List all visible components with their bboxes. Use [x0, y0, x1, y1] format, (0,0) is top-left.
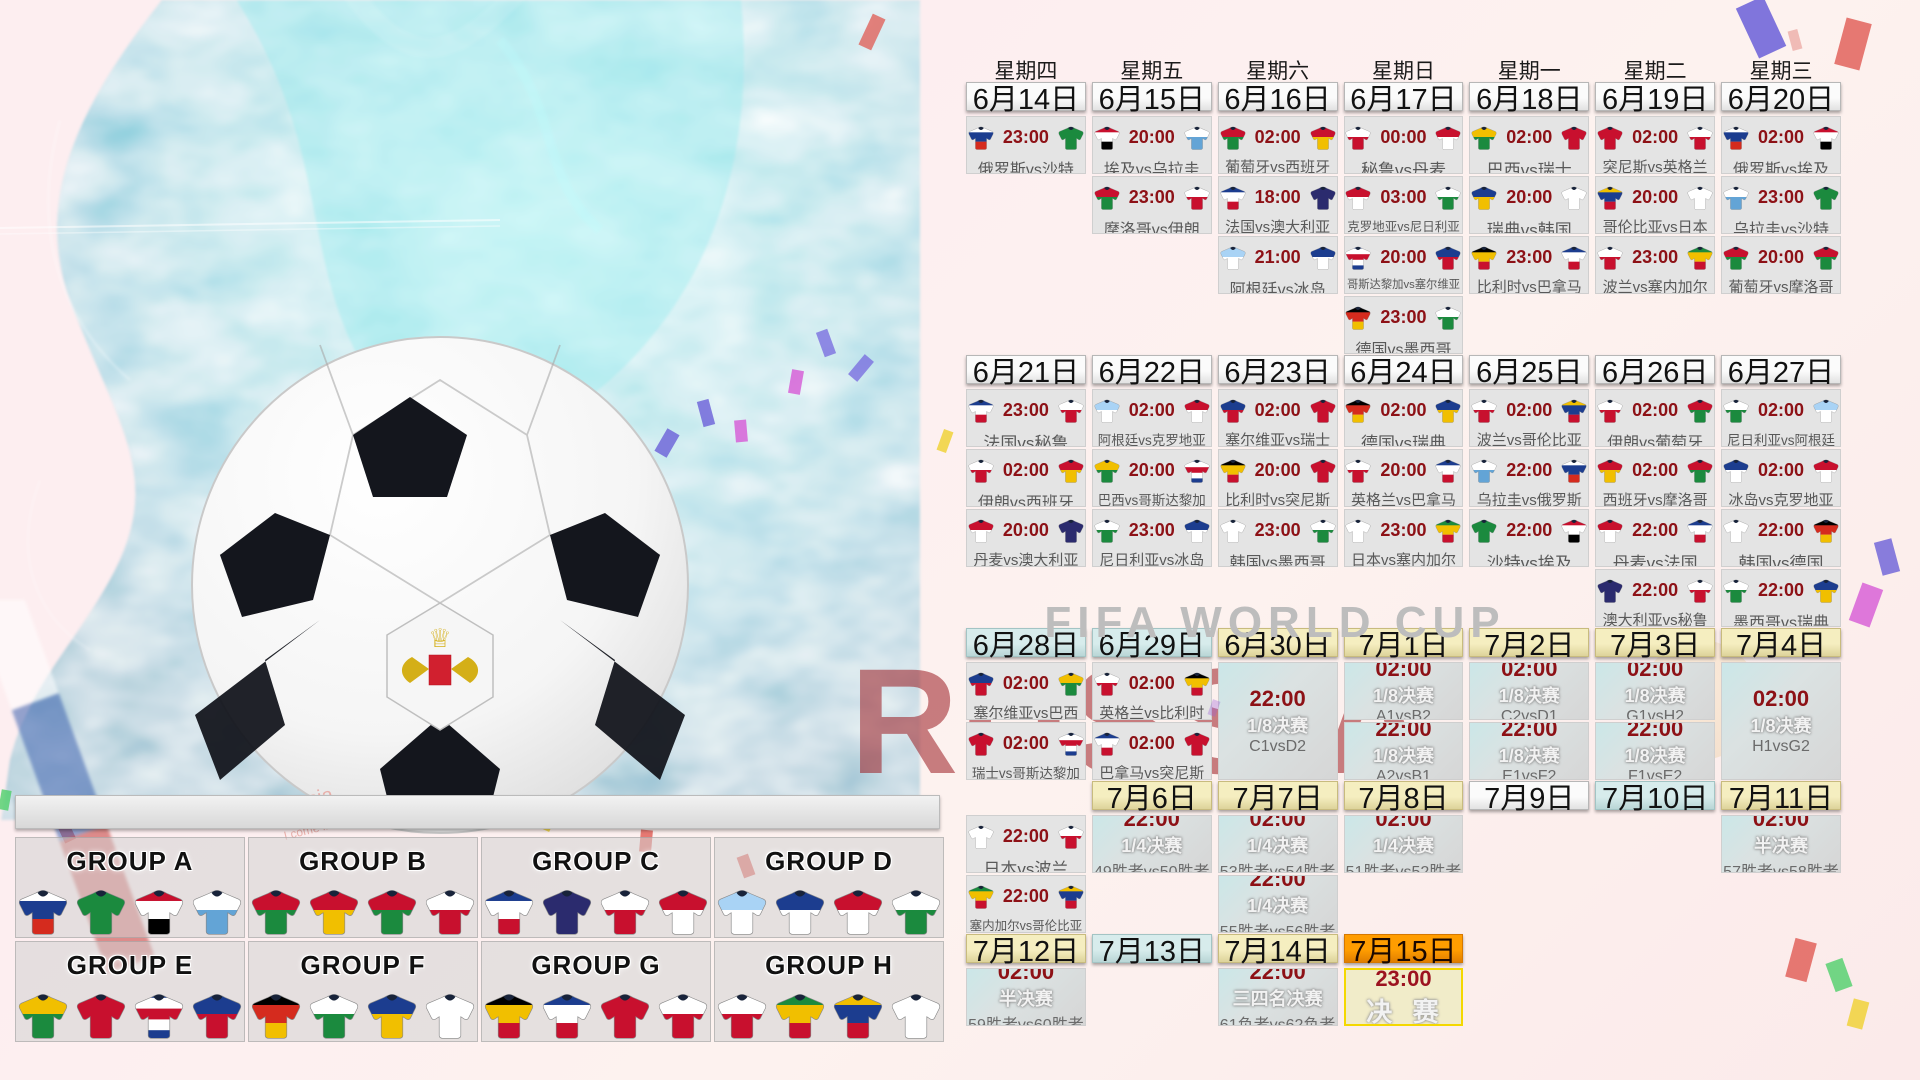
svg-text:♕: ♕	[428, 623, 451, 653]
